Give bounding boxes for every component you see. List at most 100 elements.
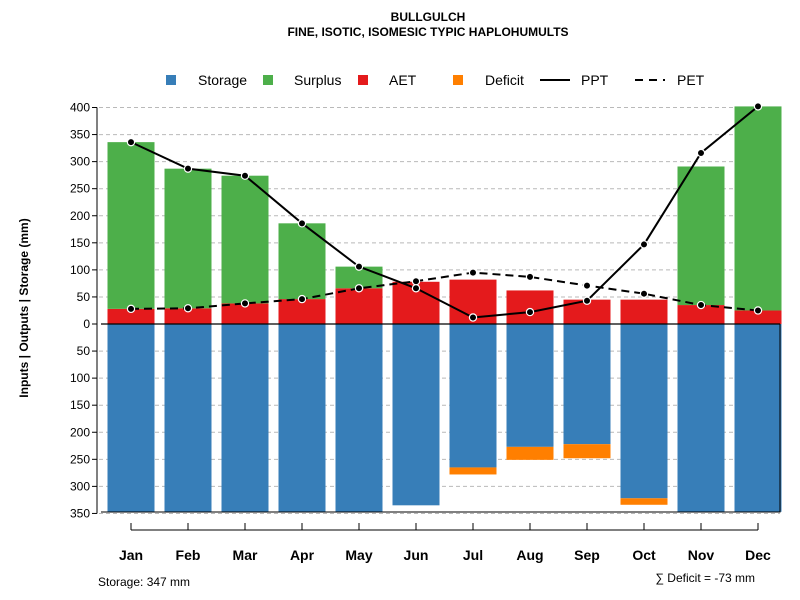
pet-point bbox=[354, 284, 364, 293]
y-tick-label: 400 bbox=[70, 101, 90, 115]
x-tick-label: Dec bbox=[745, 547, 771, 563]
y-tick-label: 350 bbox=[70, 128, 90, 142]
aet-bar bbox=[506, 290, 554, 324]
storage-bar bbox=[734, 324, 782, 512]
x-axis: Jan Feb Mar Apr May Jun Jul Aug Sep Oct Nov Dec bbox=[119, 523, 771, 563]
storage-bar bbox=[164, 324, 212, 512]
deficit-bar bbox=[449, 467, 497, 475]
legend-label: AET bbox=[389, 72, 417, 88]
legend-label: Surplus bbox=[294, 72, 341, 88]
ppt-point bbox=[240, 171, 250, 180]
pet-point bbox=[126, 304, 136, 314]
deficit-bar bbox=[506, 446, 554, 460]
storage-bar bbox=[449, 324, 497, 468]
y-tick-label: 200 bbox=[70, 209, 90, 223]
ppt-point bbox=[411, 284, 421, 293]
storage-bar bbox=[506, 324, 554, 447]
legend-swatch bbox=[166, 75, 176, 85]
ppt-point bbox=[525, 307, 535, 317]
pet-point bbox=[696, 300, 706, 310]
pet-line bbox=[130, 271, 759, 312]
x-tick-label: Oct bbox=[632, 547, 656, 563]
aet-bar bbox=[677, 305, 725, 324]
storage-bar bbox=[221, 324, 269, 512]
deficit-note: ∑ Deficit = -73 mm bbox=[655, 571, 755, 585]
aet-bar bbox=[734, 310, 782, 324]
deficit-bar bbox=[563, 444, 611, 459]
storage-bar bbox=[563, 324, 611, 445]
pet-point bbox=[753, 306, 763, 315]
legend-swatch bbox=[453, 75, 463, 85]
y-axis: 400 350 300 250 200 150 100 50 0 50 100 150 200 250 30… bbox=[70, 101, 98, 520]
pet-point bbox=[639, 289, 649, 298]
x-tick-label: Jul bbox=[463, 547, 483, 563]
bars bbox=[107, 106, 782, 512]
storage-bar bbox=[620, 324, 668, 499]
pet-point bbox=[411, 277, 421, 286]
y-tick-label: 100 bbox=[70, 371, 90, 385]
aet-bar bbox=[107, 308, 155, 324]
y-tick-label: 350 bbox=[70, 506, 90, 520]
deficit-bar bbox=[620, 498, 668, 505]
lines bbox=[126, 102, 763, 322]
plot-frame bbox=[101, 323, 781, 513]
y-tick-label: 300 bbox=[70, 479, 90, 493]
aet-bar bbox=[221, 303, 269, 324]
storage-note: Storage: 347 mm bbox=[98, 575, 190, 589]
y-tick-label: 250 bbox=[70, 182, 90, 196]
surplus-bar bbox=[734, 106, 782, 311]
aet-bar bbox=[335, 288, 383, 324]
ppt-point bbox=[297, 219, 307, 228]
x-tick-label: Aug bbox=[516, 547, 543, 563]
y-tick-label: 200 bbox=[70, 425, 90, 439]
y-tick-label: 250 bbox=[70, 452, 90, 466]
surplus-bar bbox=[677, 166, 725, 306]
ppt-point bbox=[639, 240, 649, 249]
y-tick-label: 150 bbox=[70, 236, 90, 250]
surplus-bar bbox=[107, 142, 155, 309]
y-tick-label: 300 bbox=[70, 155, 90, 169]
y-tick-label: 0 bbox=[83, 317, 90, 331]
legend: Storage Surplus AET Deficit PPT PET bbox=[166, 72, 705, 88]
pet-point bbox=[582, 281, 592, 290]
pet-point bbox=[468, 268, 478, 277]
legend-swatch bbox=[263, 75, 273, 85]
ppt-point bbox=[468, 313, 478, 322]
x-tick-label: Nov bbox=[688, 547, 715, 563]
pet-point bbox=[525, 272, 535, 282]
legend-label: Deficit bbox=[485, 72, 524, 88]
ppt-point bbox=[753, 102, 763, 111]
legend-swatch bbox=[358, 75, 368, 85]
storage-bar bbox=[677, 324, 725, 512]
storage-bar bbox=[335, 324, 383, 512]
surplus-bar bbox=[221, 175, 269, 304]
legend-label: Storage bbox=[198, 72, 247, 88]
legend-label: PET bbox=[677, 72, 705, 88]
chart-title: BULLGULCH bbox=[391, 10, 466, 24]
ppt-line bbox=[130, 105, 759, 319]
ppt-point bbox=[354, 262, 364, 271]
x-tick-label: Jan bbox=[119, 547, 143, 563]
storage-bar bbox=[278, 324, 326, 512]
plot-border bbox=[101, 324, 781, 513]
x-tick-label: Apr bbox=[290, 547, 315, 563]
y-axis-label: Inputs | Outputs | Storage (mm) bbox=[17, 218, 31, 397]
pet-point bbox=[297, 294, 307, 304]
x-tick-label: Mar bbox=[233, 547, 258, 563]
x-tick-label: Sep bbox=[574, 547, 600, 563]
y-tick-label: 100 bbox=[70, 263, 90, 277]
aet-bar bbox=[620, 299, 668, 324]
ppt-point bbox=[582, 296, 592, 305]
ppt-point bbox=[696, 148, 706, 158]
aet-bar bbox=[164, 308, 212, 324]
chart-subtitle: FINE, ISOTIC, ISOMESIC TYPIC HAPLOHUMULT… bbox=[287, 25, 568, 39]
legend-label: PPT bbox=[581, 72, 609, 88]
ppt-point bbox=[183, 164, 193, 173]
x-tick-label: Feb bbox=[176, 547, 201, 563]
y-tick-label: 50 bbox=[77, 290, 91, 304]
y-tick-label: 150 bbox=[70, 398, 90, 412]
x-tick-label: Jun bbox=[404, 547, 429, 563]
surplus-bar bbox=[164, 168, 212, 309]
pet-point bbox=[240, 299, 250, 308]
